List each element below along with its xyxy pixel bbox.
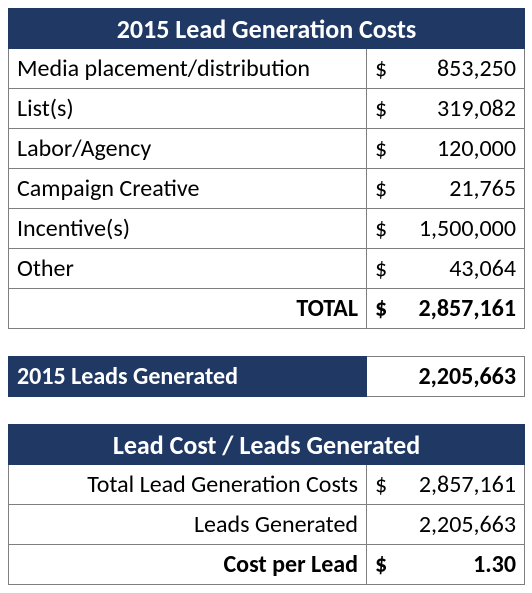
cpl-label: Total Lead Generation Costs [9, 465, 367, 505]
cost-value: 43,064 [391, 249, 525, 289]
cost-row: Labor/Agency $ 120,000 [9, 129, 525, 169]
cost-label: Campaign Creative [9, 169, 367, 209]
costs-title: 2015 Lead Generation Costs [9, 9, 525, 49]
cost-label: Media placement/distribution [9, 49, 367, 89]
cost-row: Other $ 43,064 [9, 249, 525, 289]
cpl-result-currency: $ [367, 545, 391, 585]
cost-currency: $ [367, 209, 391, 249]
lead-gen-table: 2015 Lead Generation Costs Media placeme… [8, 8, 525, 585]
costs-header: 2015 Lead Generation Costs [9, 9, 525, 49]
cost-value: 853,250 [391, 49, 525, 89]
total-label: TOTAL [9, 289, 367, 329]
cost-value: 120,000 [391, 129, 525, 169]
cost-currency: $ [367, 49, 391, 89]
costs-total-row: TOTAL $ 2,857,161 [9, 289, 525, 329]
spacer-row [9, 397, 525, 425]
cpl-row: Leads Generated 2,205,663 [9, 505, 525, 545]
cost-currency: $ [367, 129, 391, 169]
cost-row: Incentive(s) $ 1,500,000 [9, 209, 525, 249]
spacer-row [9, 329, 525, 357]
cpl-value: 2,205,663 [391, 505, 525, 545]
cost-value: 319,082 [391, 89, 525, 129]
cpl-currency [367, 505, 391, 545]
cpl-result-row: Cost per Lead $ 1.30 [9, 545, 525, 585]
cost-label: List(s) [9, 89, 367, 129]
cost-value: 21,765 [391, 169, 525, 209]
cpl-value: 2,857,161 [391, 465, 525, 505]
leads-label: 2015 Leads Generated [9, 357, 367, 397]
cost-label: Incentive(s) [9, 209, 367, 249]
cost-label: Other [9, 249, 367, 289]
cost-row: Campaign Creative $ 21,765 [9, 169, 525, 209]
leads-row: 2015 Leads Generated 2,205,663 [9, 357, 525, 397]
cost-row: List(s) $ 319,082 [9, 89, 525, 129]
cpl-header: Lead Cost / Leads Generated [9, 425, 525, 465]
cpl-title: Lead Cost / Leads Generated [9, 425, 525, 465]
cost-row: Media placement/distribution $ 853,250 [9, 49, 525, 89]
leads-currency [367, 357, 391, 397]
cost-currency: $ [367, 89, 391, 129]
cpl-result-value: 1.30 [391, 545, 525, 585]
total-value: 2,857,161 [391, 289, 525, 329]
cpl-label: Leads Generated [9, 505, 367, 545]
cost-label: Labor/Agency [9, 129, 367, 169]
cost-value: 1,500,000 [391, 209, 525, 249]
cpl-result-label: Cost per Lead [9, 545, 367, 585]
cost-currency: $ [367, 169, 391, 209]
total-currency: $ [367, 289, 391, 329]
cpl-row: Total Lead Generation Costs $ 2,857,161 [9, 465, 525, 505]
cpl-currency: $ [367, 465, 391, 505]
cost-currency: $ [367, 249, 391, 289]
leads-value: 2,205,663 [391, 357, 525, 397]
